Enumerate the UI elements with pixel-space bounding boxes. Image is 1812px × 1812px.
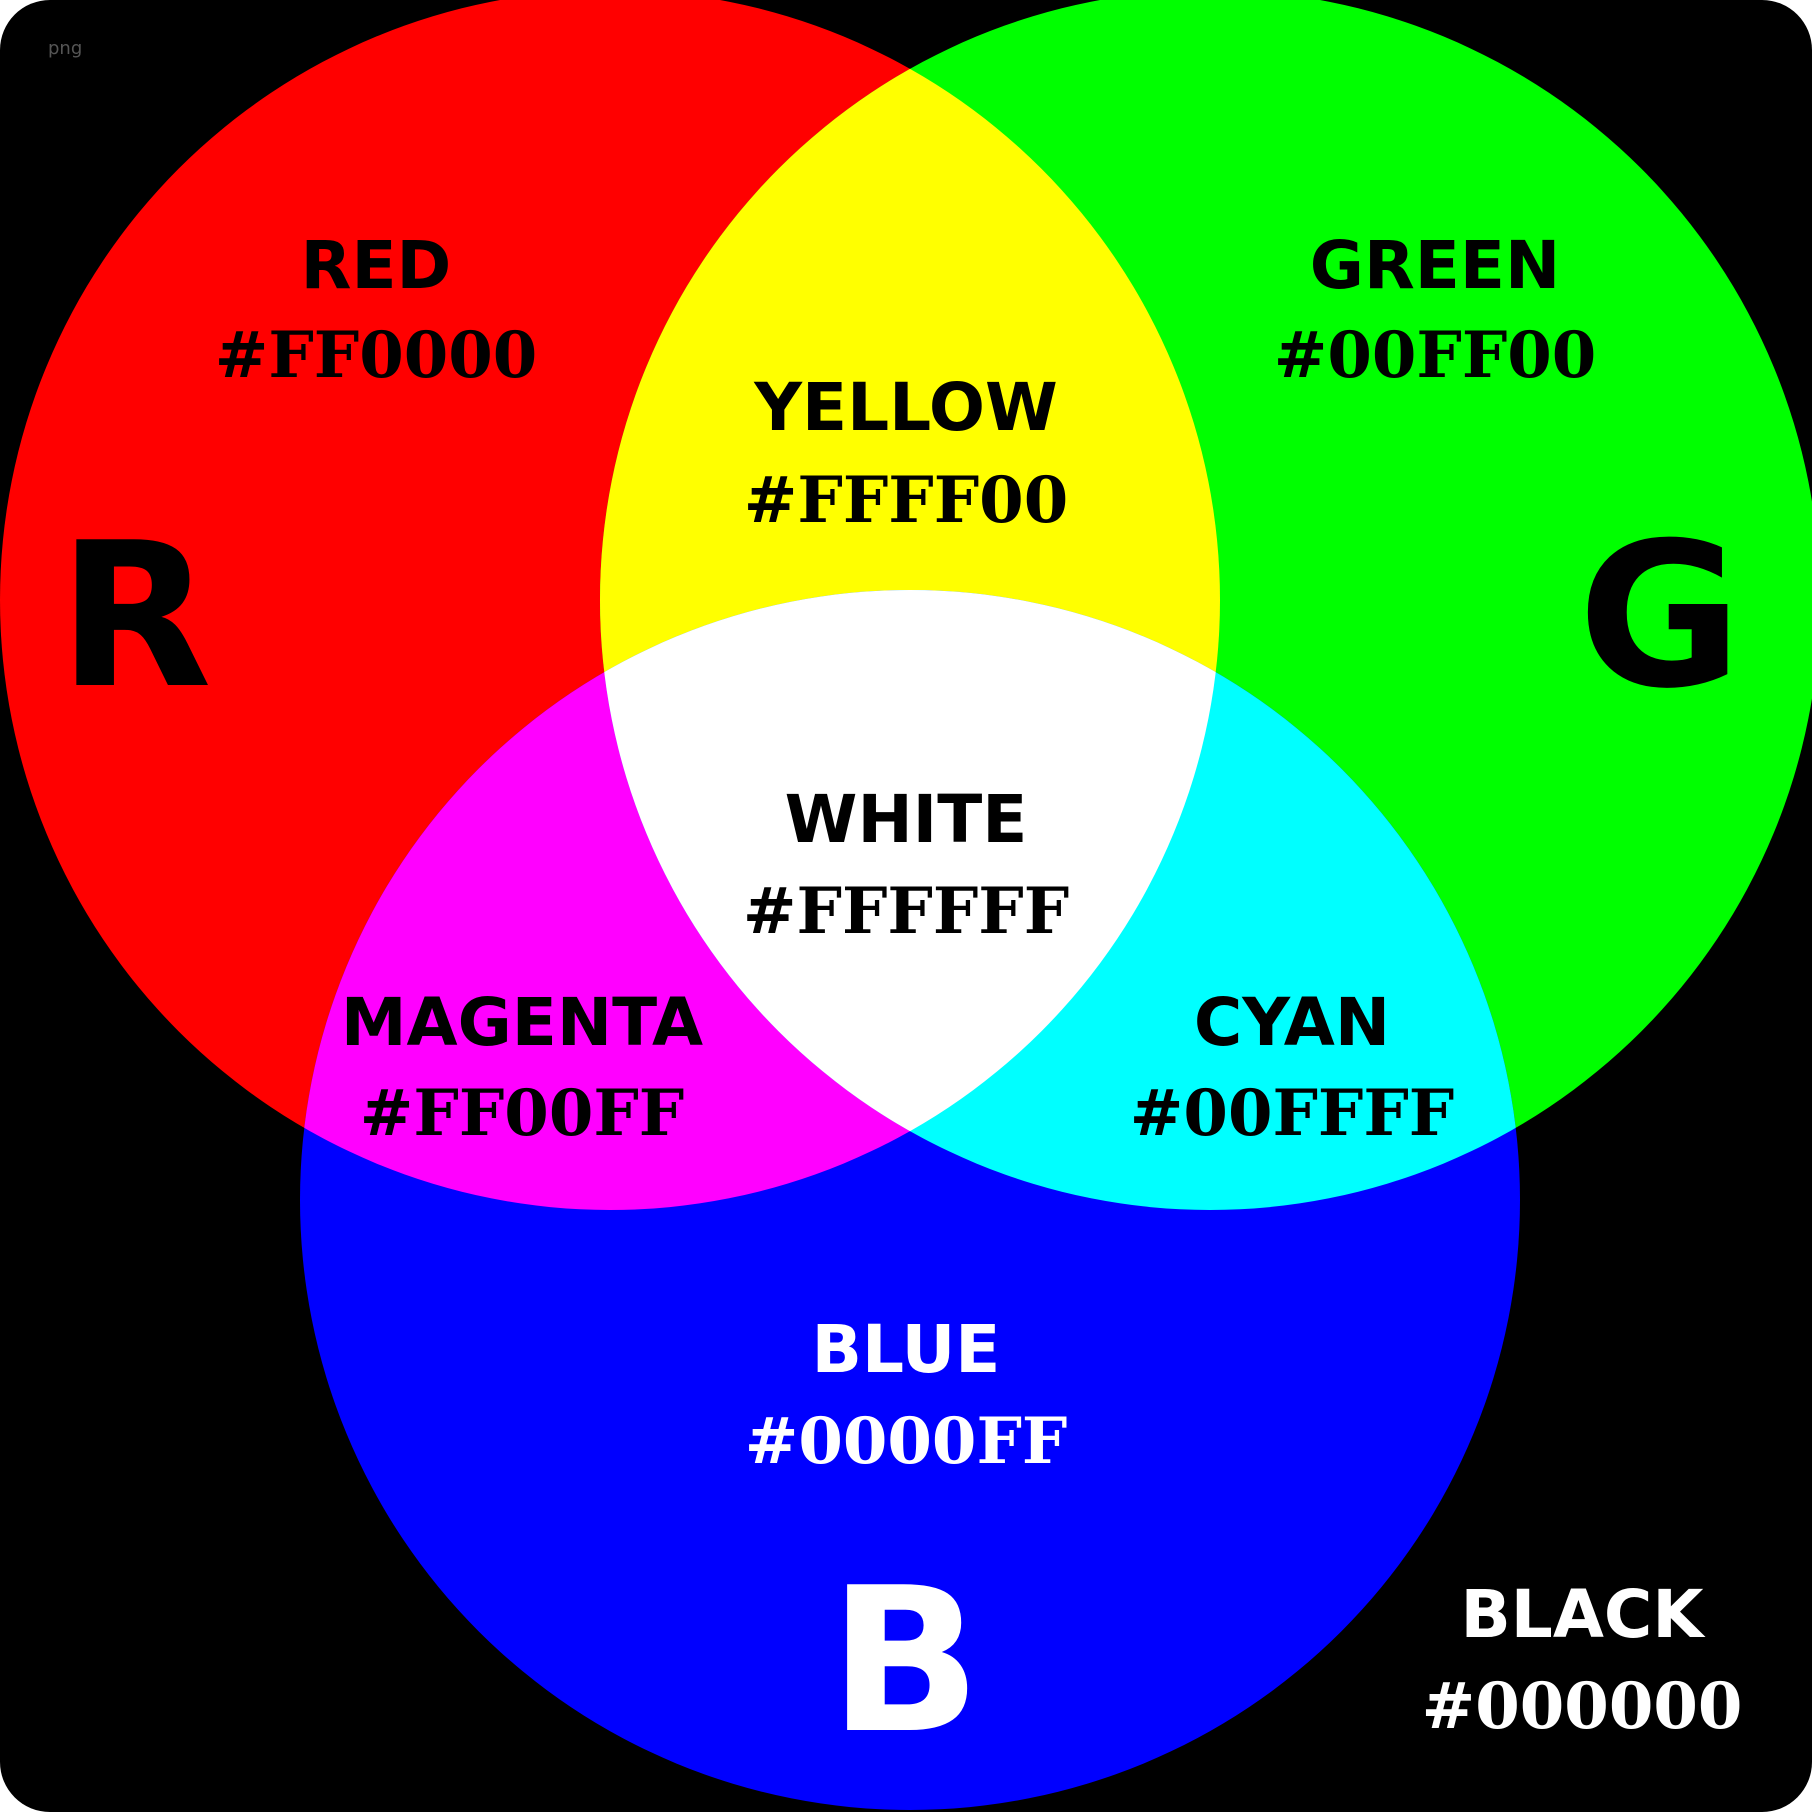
red-name: RED: [301, 227, 452, 304]
magenta-name: MAGENTA: [341, 984, 703, 1061]
letter-r: R: [58, 500, 212, 733]
file-format-label: png: [48, 38, 82, 59]
letter-g: G: [1578, 500, 1742, 733]
cyan-name: CYAN: [1194, 984, 1390, 1061]
yellow-name: YELLOW: [753, 369, 1058, 446]
magenta-hex: #FF00FF: [360, 1076, 684, 1151]
yellow-hex: #FFFF00: [744, 463, 1068, 538]
white-name: WHITE: [785, 781, 1028, 858]
green-name: GREEN: [1310, 227, 1560, 304]
letter-b: B: [829, 1545, 981, 1778]
cyan-hex: #00FFFF: [1130, 1076, 1454, 1151]
black-hex: #000000: [1422, 1669, 1743, 1744]
green-hex: #00FF00: [1274, 318, 1597, 393]
blue-name: BLUE: [812, 1311, 1001, 1388]
blue-hex: #0000FF: [745, 1404, 1068, 1479]
red-hex: #FF0000: [215, 318, 538, 393]
black-name: BLACK: [1460, 1576, 1706, 1653]
white-hex: #FFFFFF: [743, 874, 1069, 949]
